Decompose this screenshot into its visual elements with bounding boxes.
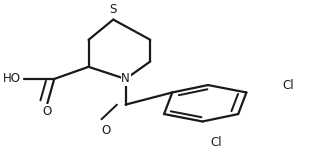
Text: Cl: Cl [211, 136, 222, 149]
Text: N: N [121, 72, 130, 86]
Text: O: O [102, 124, 111, 138]
Text: O: O [43, 105, 52, 118]
Text: S: S [110, 3, 117, 15]
Text: HO: HO [3, 72, 21, 86]
Text: Cl: Cl [282, 79, 294, 91]
